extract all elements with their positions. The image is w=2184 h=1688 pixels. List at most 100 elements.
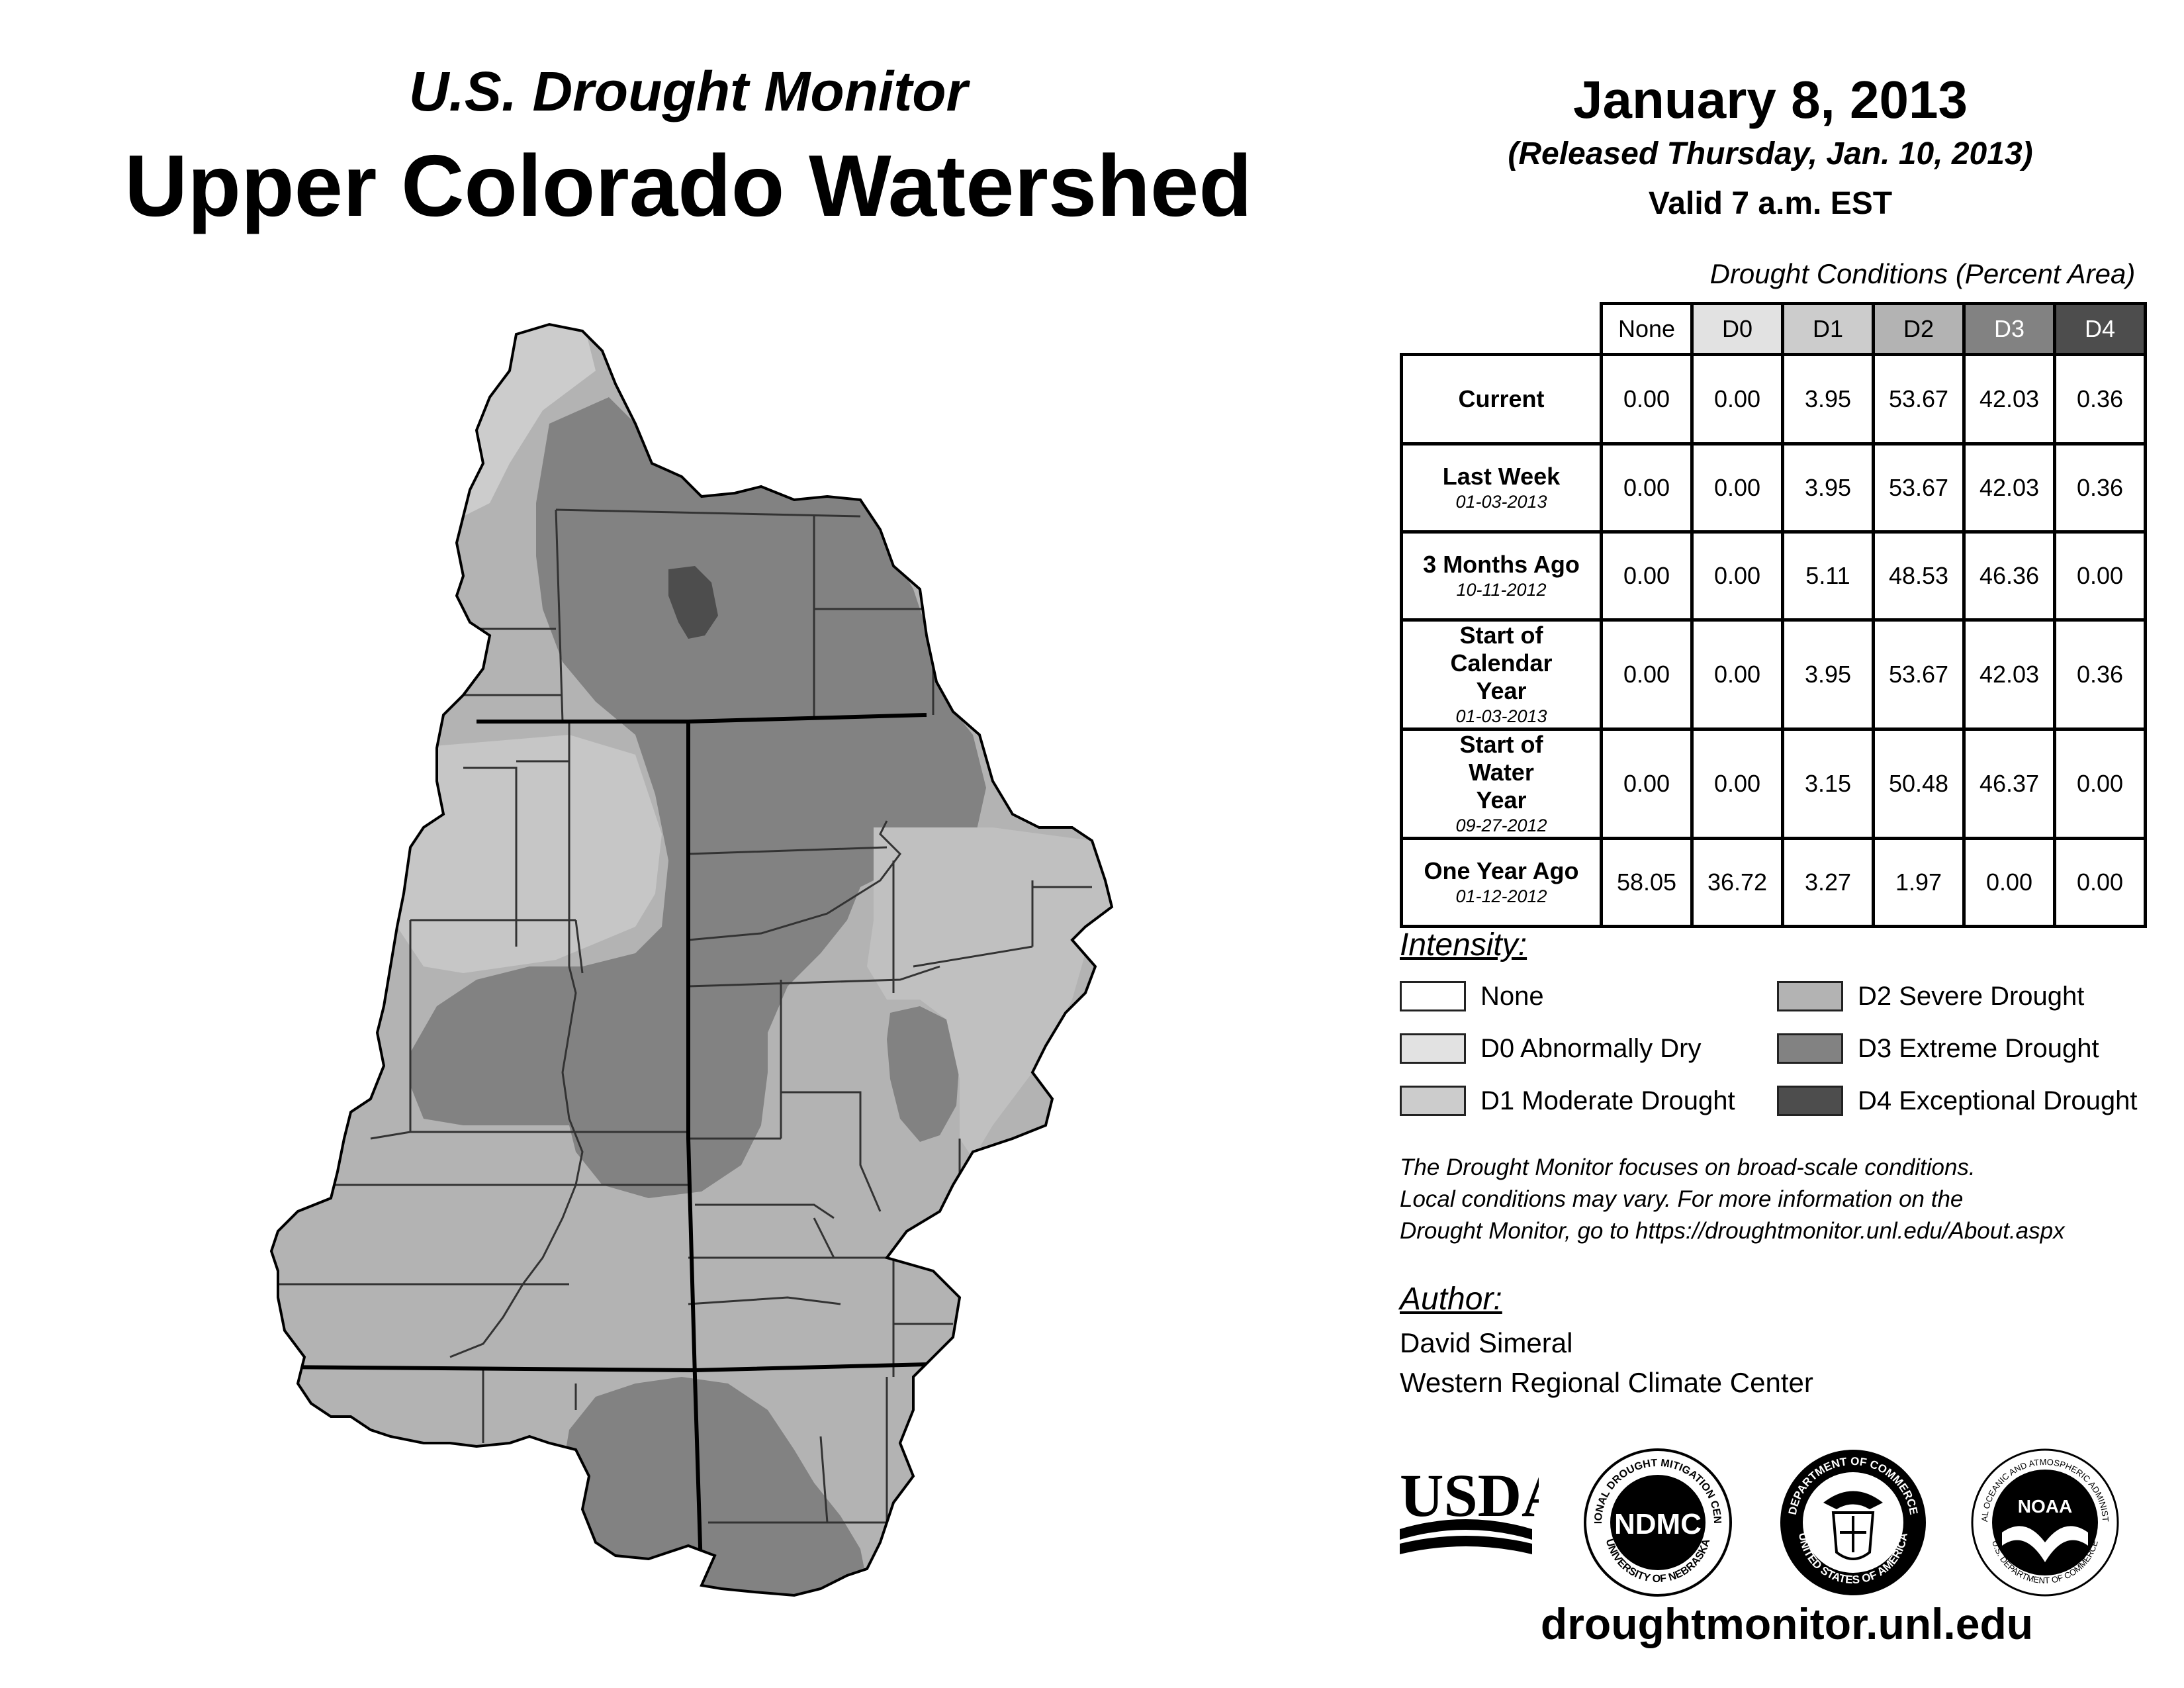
- table-row-current: Current 0.00 0.00 3.95 53.67 42.03 0.36: [1400, 353, 2147, 445]
- table-cell: 0.00: [1690, 353, 1784, 445]
- disclaimer-line: Drought Monitor, go to https://droughtmo…: [1400, 1218, 2065, 1244]
- row-header: One Year Ago 01-12-2012: [1400, 837, 1603, 928]
- table-cell: 53.67: [1872, 618, 1966, 731]
- state-boundary-lines: [277, 713, 954, 1589]
- disclaimer-line: Local conditions may vary. For more info…: [1400, 1186, 1964, 1212]
- page-title: Upper Colorado Watershed: [124, 137, 1252, 234]
- table-cell: 0.00: [1600, 353, 1694, 445]
- table-cell: 3.27: [1781, 837, 1875, 928]
- eagle-icon: [1823, 1491, 1883, 1509]
- row-label: One Year Ago: [1424, 857, 1579, 884]
- table-cell: 0.00: [1962, 837, 2056, 928]
- row-date: 01-03-2013: [1455, 492, 1547, 512]
- legend-swatch: [1777, 981, 1843, 1011]
- column-header-d3: D3: [1962, 302, 2056, 356]
- table-cell: 0.00: [2053, 837, 2147, 928]
- legend-item-none: None: [1400, 981, 1544, 1011]
- table-cell: 58.05: [1600, 837, 1694, 928]
- row-label: Start of Calendar Year: [1450, 622, 1553, 704]
- table-cell: 0.36: [2053, 442, 2147, 534]
- column-header-none: None: [1600, 302, 1694, 356]
- disclaimer-line: The Drought Monitor focuses on broad-sca…: [1400, 1154, 1976, 1180]
- table-cell: 0.00: [1690, 618, 1784, 731]
- table-cell: 3.95: [1781, 442, 1875, 534]
- ndmc-logo-text: NDMC: [1614, 1508, 1702, 1540]
- d4-exceptional-drought-region: [668, 566, 718, 639]
- d1-moderate-drought-region-east: [867, 827, 1112, 1158]
- legend-item-d4: D4 Exceptional Drought: [1777, 1086, 2137, 1116]
- table-cell: 0.00: [1690, 530, 1784, 622]
- row-date: 10-11-2012: [1456, 580, 1547, 600]
- table-row-last-week: Last Week 01-03-2013 0.00 0.00 3.95 53.67…: [1400, 442, 2147, 534]
- row-label: Current: [1458, 385, 1545, 412]
- release-date: (Released Thursday, Jan. 10, 2013): [1508, 136, 2033, 171]
- legend-title: Intensity:: [1400, 927, 1527, 962]
- legend-item-d3: D3 Extreme Drought: [1777, 1033, 2099, 1064]
- legend-item-d2: D2 Severe Drought: [1777, 981, 2084, 1011]
- d3-extreme-drought-region-south: [563, 1377, 867, 1595]
- row-header: Start of Water Year 09-27-2012: [1400, 727, 1603, 840]
- d1-moderate-drought-region-west: [397, 735, 662, 973]
- table-cell: 46.37: [1962, 727, 2056, 840]
- table-cell: 48.53: [1872, 530, 1966, 622]
- table-cell: 0.36: [2053, 618, 2147, 731]
- table-cell: 0.00: [1600, 618, 1694, 731]
- ndmc-logo: NATIONAL DROUGHT MITIGATION CENTER UNIVE…: [1582, 1446, 1732, 1597]
- table-cell: 42.03: [1962, 442, 2056, 534]
- legend-swatch: [1777, 1086, 1843, 1116]
- row-label: Start of Water Year: [1459, 731, 1543, 814]
- table-cell: 0.00: [2053, 727, 2147, 840]
- d3-extreme-drought-region-north: [410, 397, 986, 1198]
- legend-label: None: [1480, 981, 1544, 1011]
- author-organization: Western Regional Climate Center: [1400, 1367, 1813, 1398]
- row-date: 09-27-2012: [1455, 816, 1547, 835]
- disclaimer: The Drought Monitor focuses on broad-sca…: [1400, 1152, 2181, 1247]
- table-cell: 53.67: [1872, 353, 1966, 445]
- row-header: 3 Months Ago 10-11-2012: [1400, 530, 1603, 622]
- table-row-start-of-water-year: Start of Water Year 09-27-2012 0.00 0.00 …: [1400, 727, 2147, 840]
- department-of-commerce-seal: DEPARTMENT OF COMMERCE UNITED STATES OF …: [1780, 1450, 1926, 1595]
- table-cell: 46.36: [1962, 530, 2056, 622]
- row-header: Last Week 01-03-2013: [1400, 442, 1603, 534]
- table-cell: 42.03: [1962, 353, 2056, 445]
- table-cell: 0.00: [1600, 442, 1694, 534]
- usda-logo-text: USDA: [1400, 1462, 1539, 1529]
- table-cell: 53.67: [1872, 442, 1966, 534]
- table-cell: 42.03: [1962, 618, 2056, 731]
- legend-label: D0 Abnormally Dry: [1480, 1033, 1702, 1063]
- table-cell: 3.15: [1781, 727, 1875, 840]
- row-date: 01-03-2013: [1455, 706, 1547, 726]
- noaa-logo-text: NOAA: [2018, 1496, 2072, 1517]
- legend-label: D1 Moderate Drought: [1480, 1086, 1735, 1115]
- table-corner: [1401, 303, 1603, 356]
- table-cell: 0.00: [2053, 530, 2147, 622]
- legend-swatch: [1400, 1086, 1466, 1116]
- table-row-one-year-ago: One Year Ago 01-12-2012 58.05 36.72 3.27 …: [1400, 837, 2147, 928]
- row-label: 3 Months Ago: [1423, 551, 1580, 578]
- row-header: Current: [1400, 353, 1603, 445]
- legend-swatch: [1400, 981, 1466, 1011]
- legend-swatch: [1777, 1033, 1843, 1064]
- row-header: Start of Calendar Year 01-03-2013: [1400, 618, 1603, 731]
- column-header-d0: D0: [1690, 302, 1784, 356]
- footer-url[interactable]: droughtmonitor.unl.edu: [1540, 1599, 2034, 1648]
- valid-time: Valid 7 a.m. EST: [1648, 186, 1893, 221]
- usda-logo: USDA: [1400, 1462, 1539, 1554]
- table-cell: 0.00: [1600, 727, 1694, 840]
- seagull-icon: [2002, 1526, 2088, 1562]
- legend-item-d1: D1 Moderate Drought: [1400, 1086, 1735, 1116]
- subtitle: U.S. Drought Monitor: [408, 60, 968, 122]
- author-name: David Simeral: [1400, 1327, 1573, 1358]
- legend-label: D2 Severe Drought: [1858, 981, 2085, 1011]
- table-cell: 1.97: [1872, 837, 1966, 928]
- table-cell: 3.95: [1781, 353, 1875, 445]
- legend-label: D4 Exceptional Drought: [1858, 1086, 2138, 1115]
- legend-swatch: [1400, 1033, 1466, 1064]
- d3-extreme-drought-region-east: [887, 1006, 960, 1142]
- legend-item-d0: D0 Abnormally Dry: [1400, 1033, 1701, 1064]
- table-cell: 0.36: [2053, 353, 2147, 445]
- table-cell: 5.11: [1781, 530, 1875, 622]
- map-date: January 8, 2013: [1573, 70, 1968, 129]
- table-cell: 0.00: [1690, 727, 1784, 840]
- table-cell: 3.95: [1781, 618, 1875, 731]
